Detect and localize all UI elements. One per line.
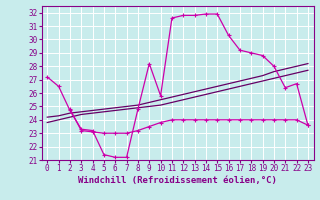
X-axis label: Windchill (Refroidissement éolien,°C): Windchill (Refroidissement éolien,°C) xyxy=(78,176,277,185)
